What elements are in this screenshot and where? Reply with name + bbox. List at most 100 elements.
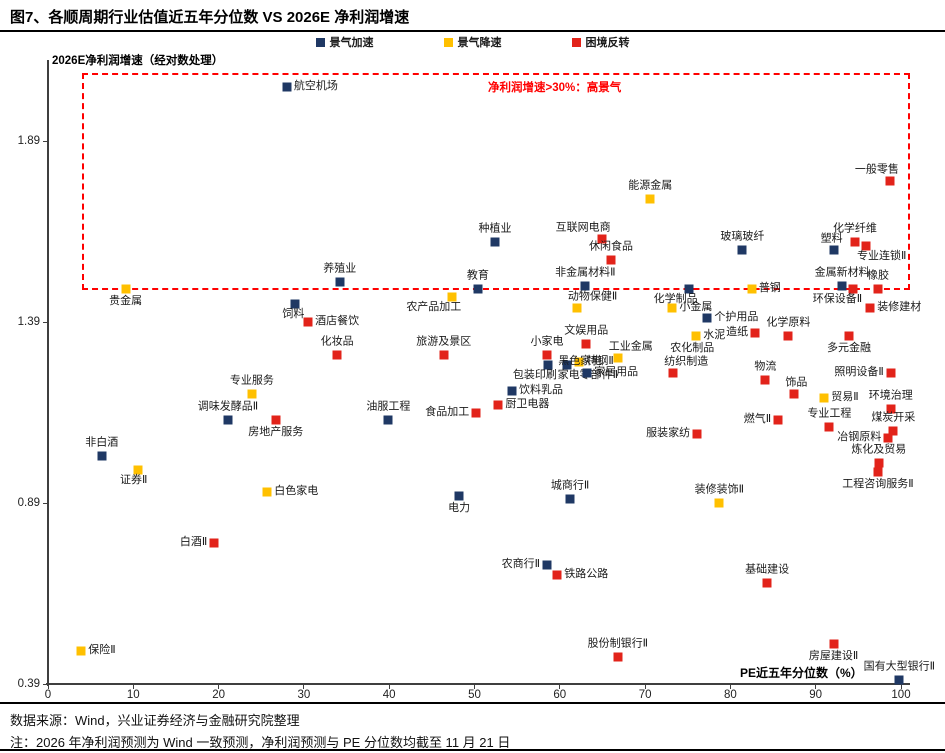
y-tick-label: 1.39 [17, 316, 40, 328]
high-growth-annotation: 净利润增速>30%：高景气 [488, 82, 622, 94]
data-point-marker [493, 400, 503, 410]
data-point-label: 玻璃玻纤 [720, 230, 765, 243]
data-point-label: 煤炭开采 [871, 411, 916, 424]
data-point-label: 国有大型银行Ⅱ [863, 660, 935, 673]
data-point-marker [507, 386, 517, 396]
data-point-marker [580, 281, 590, 291]
x-tick-mark [559, 685, 561, 689]
x-tick-mark [644, 685, 646, 689]
data-point-label: 教育 [466, 269, 489, 282]
data-point-marker [552, 570, 562, 580]
data-point-marker [247, 389, 257, 399]
x-tick-label: 60 [553, 689, 567, 701]
data-point-marker [565, 494, 575, 504]
data-point-label: 调味发酵品Ⅱ [197, 400, 259, 413]
data-point-marker [737, 245, 747, 255]
data-point-label: 环境治理 [868, 389, 913, 402]
x-tick-mark [729, 685, 731, 689]
data-point-label: 铁路公路 [564, 568, 609, 581]
forecast-note: 注：2026 年净利润预测为 Wind 一致预测，净利润预测与 PE 分位数均截… [10, 735, 511, 750]
data-point-marker [844, 331, 854, 341]
data-point-marker [223, 415, 233, 425]
figure-header: 图7、各顺周期行业估值近五年分位数 VS 2026E 净利润增速 [0, 0, 945, 32]
data-point-label: 文娱用品 [564, 324, 609, 337]
data-point-label: 工业金属 [608, 340, 653, 353]
data-point-marker [885, 176, 895, 186]
data-point-label: 小金属 [679, 300, 713, 313]
data-point-marker [789, 389, 799, 399]
x-tick-label: 40 [382, 689, 396, 701]
data-point-marker [874, 458, 884, 468]
data-point-label: 城商行Ⅱ [550, 479, 590, 492]
x-tick-mark [218, 685, 220, 689]
data-point-marker [76, 646, 86, 656]
data-point-label: 农化制品 [670, 342, 715, 355]
y-axis-title: 2026E净利润增速（经对数处理） [52, 55, 224, 67]
data-point-label: 水泥 [703, 329, 726, 342]
data-point-label: 服装家纺 [646, 427, 691, 440]
data-point-label: 多元金融 [826, 342, 871, 355]
data-point-label: 厨卫电器 [505, 398, 550, 411]
legend-swatch [315, 37, 325, 47]
data-point-label: 工程咨询服务Ⅱ [842, 478, 914, 491]
data-source-note: 数据来源：Wind，兴业证券经济与金融研究院整理 [10, 713, 300, 728]
data-point-marker [886, 404, 896, 414]
data-point-marker [865, 303, 875, 313]
data-point-label: 化学纤维 [832, 222, 877, 235]
data-point-marker [667, 303, 677, 313]
data-point-label: 照明设备Ⅱ [834, 365, 884, 378]
data-point-label: 白酒Ⅱ [179, 536, 208, 549]
x-tick-mark [815, 685, 817, 689]
data-point-marker [606, 255, 616, 265]
data-point-marker [121, 284, 131, 294]
data-point-marker [850, 237, 860, 247]
y-tick-label: 0.39 [17, 678, 40, 690]
legend-label: 困境反转 [585, 37, 630, 49]
data-point-label: 小家电 [530, 335, 564, 348]
data-point-marker [262, 487, 272, 497]
data-point-label: 化学原料 [766, 316, 811, 329]
x-tick-label: 10 [126, 689, 140, 701]
data-point-marker [613, 652, 623, 662]
data-point-marker [490, 237, 500, 247]
data-point-marker [97, 451, 107, 461]
data-point-marker [702, 313, 712, 323]
data-point-label: 冶钢原料 [837, 431, 882, 444]
data-point-label: 装修装饰Ⅱ [694, 483, 745, 496]
data-point-label: 股份制银行Ⅱ [587, 637, 649, 650]
data-point-marker [886, 368, 896, 378]
data-point-marker [282, 82, 292, 92]
data-point-marker [783, 331, 793, 341]
x-tick-label: 50 [468, 689, 481, 701]
data-point-marker [581, 339, 591, 349]
data-point-marker [837, 281, 847, 291]
x-tick-label: 80 [723, 689, 737, 701]
data-point-label: 食品加工 [425, 405, 470, 418]
data-point-label: 塑料 [820, 232, 843, 245]
data-point-marker [439, 350, 449, 360]
data-point-marker [684, 284, 694, 294]
data-point-label: 专业服务 [229, 374, 274, 387]
data-point-marker [597, 234, 607, 244]
data-point-marker [543, 360, 553, 370]
x-tick-mark [303, 685, 305, 689]
data-point-marker [290, 299, 300, 309]
data-point-marker [471, 408, 481, 417]
data-point-marker [668, 368, 678, 378]
x-tick-label: 20 [212, 689, 225, 701]
data-point-label: 黑色家电 [558, 355, 603, 368]
data-point-label: 化学制品 [653, 293, 698, 306]
data-point-label: 特钢Ⅱ [586, 355, 614, 368]
legend-label: 景气加速 [329, 37, 374, 49]
data-point-marker [542, 350, 552, 360]
data-point-label: 航空机场 [293, 79, 338, 92]
data-point-marker [824, 422, 834, 432]
data-point-label: 饰品 [785, 376, 808, 389]
legend-item: 景气降速 [443, 34, 502, 50]
data-point-label: 一般零售 [854, 163, 899, 176]
data-point-label: 包装印刷 [512, 369, 557, 382]
data-point-label: 金属新材料 [814, 266, 870, 279]
data-point-marker [542, 560, 552, 570]
high-growth-region-box [82, 72, 911, 291]
